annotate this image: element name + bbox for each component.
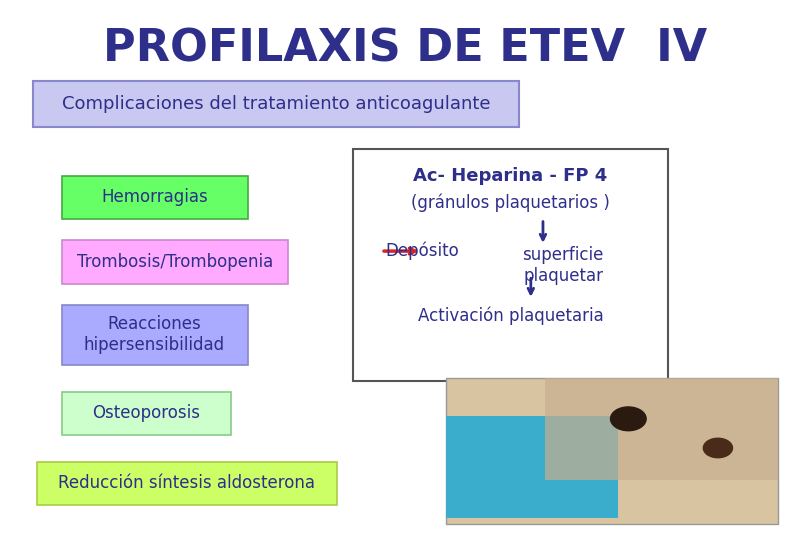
FancyBboxPatch shape — [37, 462, 337, 505]
Text: Reducción síntesis aldosterona: Reducción síntesis aldosterona — [58, 474, 315, 492]
FancyBboxPatch shape — [62, 240, 288, 284]
FancyBboxPatch shape — [62, 392, 232, 435]
Text: Ac- Heparina - FP 4: Ac- Heparina - FP 4 — [413, 166, 608, 185]
Text: Depósito: Depósito — [386, 242, 459, 260]
FancyBboxPatch shape — [62, 305, 248, 364]
FancyBboxPatch shape — [446, 416, 618, 518]
FancyBboxPatch shape — [62, 176, 248, 219]
Text: Reacciones
hipersensibilidad: Reacciones hipersensibilidad — [84, 315, 225, 354]
FancyBboxPatch shape — [33, 81, 518, 127]
Text: Hemorragias: Hemorragias — [101, 188, 208, 206]
Circle shape — [611, 407, 646, 431]
Text: (gránulos plaquetarios ): (gránulos plaquetarios ) — [411, 193, 610, 212]
FancyBboxPatch shape — [353, 148, 668, 381]
Text: PROFILAXIS DE ETEV  IV: PROFILAXIS DE ETEV IV — [104, 27, 707, 70]
Text: superficie
plaquetar: superficie plaquetar — [522, 246, 604, 285]
FancyBboxPatch shape — [446, 378, 778, 524]
Text: Complicaciones del tratamiento anticoagulante: Complicaciones del tratamiento anticoagu… — [62, 95, 490, 113]
FancyBboxPatch shape — [545, 378, 778, 480]
Text: Trombosis/Trombopenia: Trombosis/Trombopenia — [77, 253, 273, 271]
Circle shape — [703, 438, 732, 458]
Text: Osteoporosis: Osteoporosis — [92, 404, 200, 422]
Text: Activación plaquetaria: Activación plaquetaria — [418, 307, 603, 325]
